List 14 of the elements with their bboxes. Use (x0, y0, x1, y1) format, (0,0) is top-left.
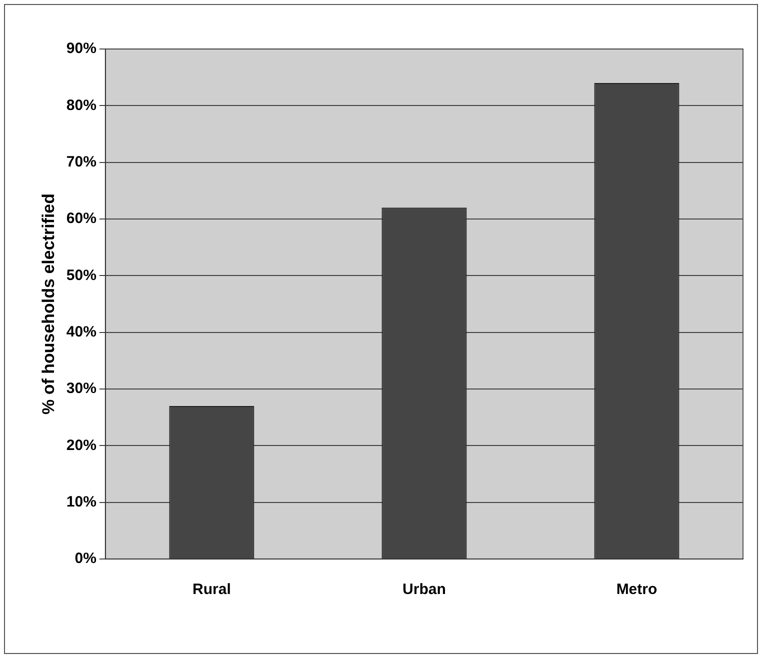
y-tick-label: 50% (66, 266, 96, 284)
y-tick-label: 0% (74, 550, 96, 568)
x-tick-label: Rural (192, 581, 231, 598)
y-tick-label: 30% (66, 380, 96, 398)
x-tick-label: Metro (616, 581, 658, 598)
y-tick-label: 80% (66, 96, 96, 114)
x-tick-label: Urban (402, 581, 446, 598)
y-tick-label: 60% (66, 210, 96, 228)
y-tick-label: 40% (66, 323, 96, 340)
y-axis-title: % of households electrified (38, 193, 58, 415)
y-tick-label: 70% (66, 153, 96, 170)
y-tick-label: 20% (66, 436, 96, 454)
y-tick-label: 10% (66, 493, 96, 510)
y-tick-label: 90% (66, 40, 96, 58)
